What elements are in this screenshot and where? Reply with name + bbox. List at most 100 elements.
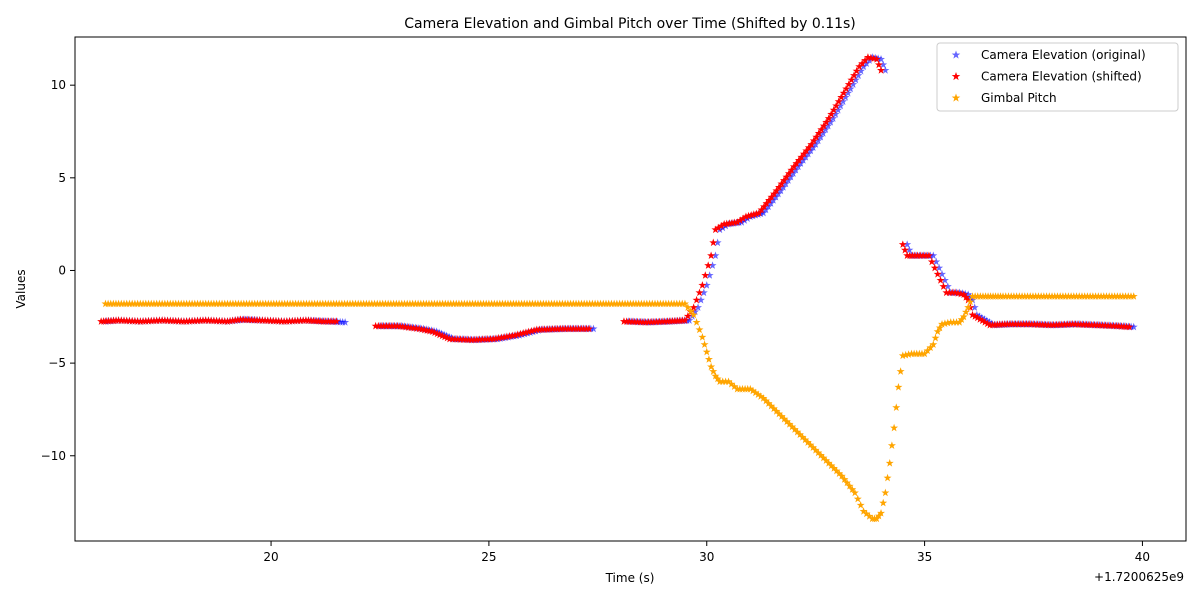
data-point [700, 340, 709, 348]
data-point [898, 351, 907, 360]
data-point [985, 318, 994, 326]
data-point [696, 295, 705, 304]
plot-frame [74, 36, 1187, 542]
data-point [901, 350, 910, 359]
data-point [475, 335, 484, 344]
data-point [975, 315, 984, 323]
data-point [713, 374, 722, 383]
data-point [198, 316, 207, 325]
data-point [711, 251, 720, 260]
data-point [715, 377, 724, 386]
data-point [858, 59, 867, 67]
data-point [649, 317, 658, 326]
data-point [983, 319, 992, 328]
data-point [795, 430, 804, 439]
data-point [776, 186, 785, 195]
data-point [713, 238, 722, 247]
data-point [982, 316, 991, 325]
data-point [736, 216, 745, 224]
data-point [755, 208, 764, 217]
data-point [516, 329, 525, 338]
data-point [905, 245, 914, 254]
data-point [938, 269, 947, 278]
data-point [837, 471, 846, 480]
data-point [819, 129, 828, 137]
y-axis-label: Values [14, 269, 28, 308]
data-point [932, 257, 941, 266]
data-point [435, 330, 444, 339]
data-point [842, 84, 851, 93]
data-point [814, 448, 823, 457]
data-point [718, 377, 727, 386]
data-point [972, 310, 981, 319]
data-point [433, 329, 442, 338]
data-point [966, 297, 975, 306]
data-point [190, 316, 199, 325]
legend-label: Camera Elevation (shifted) [981, 70, 1142, 84]
data-point [698, 281, 707, 289]
data-point [961, 293, 970, 301]
data-point [872, 55, 881, 63]
plot-area [97, 53, 1138, 523]
data-point [785, 420, 794, 428]
data-point [943, 282, 952, 290]
data-point [836, 101, 845, 110]
data-point [926, 343, 935, 352]
data-point [816, 451, 825, 459]
data-point [834, 97, 843, 105]
data-point [760, 202, 768, 211]
data-point [655, 317, 664, 326]
data-point [711, 225, 720, 234]
data-point [772, 407, 781, 415]
data-point [877, 66, 886, 74]
data-point [784, 169, 793, 177]
data-point [850, 488, 859, 497]
data-point [804, 143, 813, 152]
data-point [827, 461, 836, 470]
data-point [964, 290, 973, 298]
data-point [727, 379, 736, 388]
data-point [945, 288, 954, 297]
data-point [692, 295, 701, 304]
data-point [817, 125, 826, 134]
data-point [829, 464, 838, 472]
data-point [829, 105, 838, 114]
data-point [685, 316, 694, 324]
data-point [430, 328, 439, 337]
data-point [877, 55, 886, 63]
x-axis: 20 25 30 35 40 [263, 541, 1150, 564]
data-point [193, 316, 202, 325]
data-point [196, 316, 205, 325]
x-tick-label: 30 [699, 550, 714, 564]
data-point [964, 295, 973, 304]
data-point [966, 293, 975, 301]
data-point [846, 84, 855, 93]
data-point [904, 350, 913, 358]
data-point [885, 458, 894, 467]
data-point [1052, 320, 1061, 329]
y-tick-label: 0 [58, 263, 66, 277]
data-point [791, 165, 800, 174]
data-point [841, 93, 850, 101]
data-point [709, 367, 718, 375]
data-point [680, 316, 689, 324]
data-point [816, 132, 825, 141]
data-point [782, 417, 791, 426]
data-point [511, 331, 520, 339]
data-point [139, 317, 148, 325]
data-point [746, 384, 755, 393]
data-point [786, 172, 795, 181]
data-point [491, 334, 500, 342]
data-point [332, 317, 341, 325]
data-point [1060, 320, 1069, 328]
chart-title: Camera Elevation and Gimbal Pitch over T… [404, 16, 856, 32]
data-point [955, 318, 964, 326]
data-point [432, 327, 441, 336]
data-point [968, 295, 977, 304]
data-point [961, 307, 970, 316]
data-point [936, 276, 945, 284]
data-point [933, 269, 942, 278]
data-point [789, 162, 798, 171]
data-point [929, 251, 938, 260]
data-point [853, 494, 862, 503]
